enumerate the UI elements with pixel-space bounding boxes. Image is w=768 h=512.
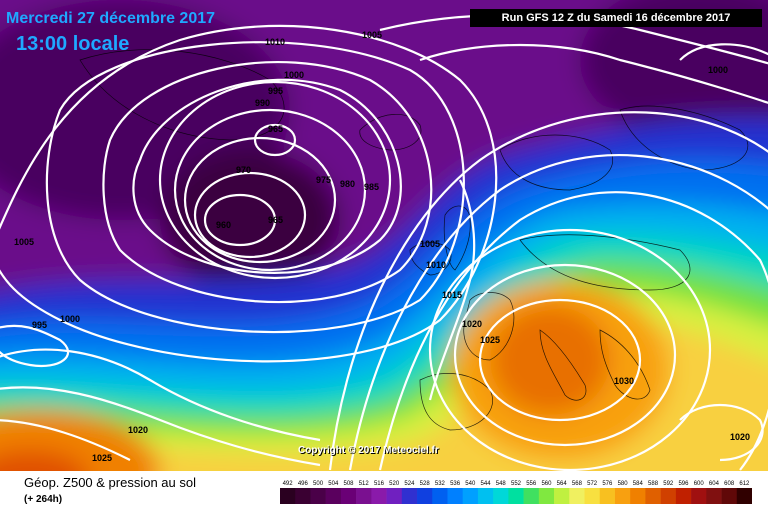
isobar-label: 980	[340, 179, 355, 189]
isobar-label: 1005	[420, 239, 440, 249]
scale-value: 608	[724, 481, 735, 487]
forecast-date: Mercredi 27 décembre 2017	[6, 10, 216, 27]
scale-swatch	[645, 488, 661, 504]
scale-value: 568	[572, 481, 583, 487]
scale-value: 560	[541, 481, 552, 487]
scale-swatch	[386, 488, 403, 504]
scale-value: 612	[739, 481, 750, 487]
scale-swatch	[675, 488, 692, 504]
isobar-label: 1005	[14, 237, 34, 247]
scale-value: 584	[633, 481, 644, 487]
scale-swatch	[295, 488, 311, 504]
copyright-notice: Copyright © 2017 Meteociel.fr	[298, 445, 439, 456]
scale-swatch	[721, 488, 738, 504]
scale-value: 564	[557, 481, 568, 487]
scale-value: 512	[359, 481, 370, 487]
scale-value: 580	[618, 481, 629, 487]
color-scale: 492 496 500 504 508 512 516 520 524 528 532 536 540 5…	[280, 481, 752, 504]
scale-value: 600	[694, 481, 705, 487]
isobar-label: 1000	[60, 314, 80, 324]
isobar-labels: 1010 1005 1000 995 990 965 970 960 965 9…	[14, 30, 750, 463]
scale-value: 524	[404, 481, 415, 487]
isobar-label: 965	[268, 124, 283, 134]
isobar-label: 1020	[128, 425, 148, 435]
isobar-label: 1015	[442, 290, 462, 300]
scale-swatch	[417, 488, 433, 504]
scale-value: 508	[344, 481, 355, 487]
scale-value: 540	[465, 481, 476, 487]
scale-swatch	[630, 488, 646, 504]
scale-swatch	[371, 488, 387, 504]
scale-swatch	[691, 488, 707, 504]
scale-swatch	[584, 488, 601, 504]
scale-value: 500	[313, 481, 324, 487]
scale-value: 552	[511, 481, 522, 487]
scale-swatch	[280, 488, 296, 504]
scale-swatch	[554, 488, 570, 504]
scale-swatch	[432, 488, 448, 504]
scale-swatch	[493, 488, 509, 504]
scale-swatch	[706, 488, 722, 504]
forecast-map: 1010 1005 1000 995 990 965 970 960 965 9…	[0, 0, 768, 471]
isobars	[0, 13, 768, 471]
scale-swatch	[660, 488, 677, 504]
scale-value: 532	[435, 481, 446, 487]
scale-swatch	[356, 488, 372, 504]
isobar-label: 1020	[730, 432, 750, 442]
scale-swatch	[325, 488, 342, 504]
scale-swatch	[736, 488, 752, 504]
scale-swatch	[477, 488, 494, 504]
scale-swatch	[401, 488, 418, 504]
model-run-info: Run GFS 12 Z du Samedi 16 décembre 2017	[470, 9, 762, 27]
isobar-label: 1020	[462, 319, 482, 329]
scale-value: 572	[587, 481, 598, 487]
scale-value: 576	[602, 481, 613, 487]
isobar-label: 990	[255, 98, 270, 108]
scale-value: 504	[328, 481, 339, 487]
scale-swatch	[310, 488, 326, 504]
isobar-label: 995	[268, 86, 283, 96]
scale-value: 496	[298, 481, 309, 487]
forecast-time: 13:00 locale	[16, 33, 130, 55]
scale-value: 536	[450, 481, 461, 487]
isobar-label: 975	[316, 175, 331, 185]
scale-swatch	[462, 488, 479, 504]
isobar-label: 1000	[708, 65, 728, 75]
scale-value: 548	[496, 481, 507, 487]
isobar-label: 1010	[426, 260, 446, 270]
scale-value: 588	[648, 481, 659, 487]
scale-value: 596	[678, 481, 689, 487]
scale-value: 592	[663, 481, 674, 487]
scale-value: 604	[709, 481, 720, 487]
scale-swatch	[508, 488, 524, 504]
isobar-label: 995	[32, 320, 47, 330]
scale-swatch	[523, 488, 540, 504]
scale-value: 516	[374, 481, 385, 487]
parameter-title: Géop. Z500 & pression au sol	[24, 475, 196, 490]
scale-value: 492	[283, 481, 294, 487]
scale-swatch	[538, 488, 555, 504]
scale-value: 528	[420, 481, 431, 487]
scale-value: 544	[481, 481, 492, 487]
scale-swatch	[569, 488, 585, 504]
isobar-label: 1030	[614, 376, 634, 386]
isobar-label: 1005	[362, 30, 382, 40]
isobar-label: 985	[364, 182, 379, 192]
scale-value: 520	[389, 481, 400, 487]
isobar-label: 965	[268, 215, 283, 225]
isobar-label: 970	[236, 165, 251, 175]
isobar-label: 1025	[480, 335, 500, 345]
legend-footer: Géop. Z500 & pression au sol (+ 264h) 49…	[0, 471, 768, 512]
isobar-label: 1000	[284, 70, 304, 80]
scale-swatch	[614, 488, 631, 504]
isobar-label: 1025	[92, 453, 112, 463]
scale-value: 556	[526, 481, 537, 487]
scale-swatch	[447, 488, 464, 504]
scale-swatch	[340, 488, 357, 504]
scale-swatch	[599, 488, 616, 504]
isobar-label: 960	[216, 220, 231, 230]
lead-time: (+ 264h)	[24, 494, 63, 505]
isobar-label: 1010	[265, 37, 285, 47]
